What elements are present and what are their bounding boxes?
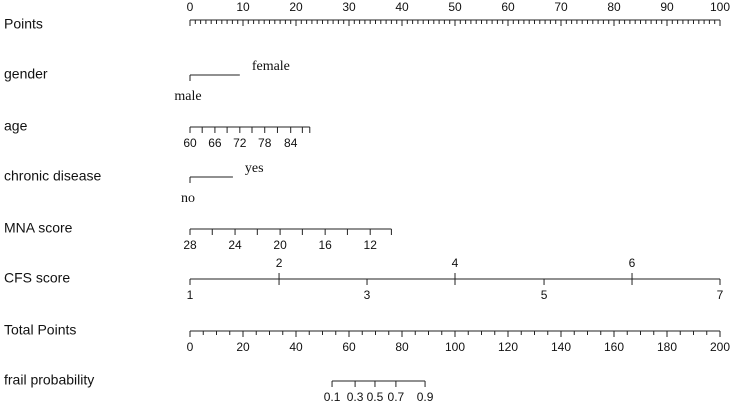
tick-label: 2 [276, 256, 283, 270]
tick-label: 120 [498, 340, 518, 354]
tick-label: 40 [395, 0, 409, 14]
row-label: Points [4, 16, 43, 32]
tick-label: 0.5 [367, 390, 384, 404]
tick-label: 40 [289, 340, 303, 354]
tick-label: 20 [236, 340, 250, 354]
tick-label: 30 [342, 0, 356, 14]
tick-label: 24 [228, 238, 242, 252]
tick-label: 4 [452, 256, 459, 270]
tick-label: 84 [284, 136, 298, 150]
tick-label: 100 [710, 0, 730, 14]
level-label: yes [245, 161, 264, 176]
level-label: no [181, 191, 195, 206]
tick-label: 66 [208, 136, 222, 150]
tick-label: 72 [233, 136, 247, 150]
tick-label: 60 [183, 136, 197, 150]
tick-label: 5 [541, 288, 548, 302]
tick-label: 160 [604, 340, 624, 354]
tick-label: 6 [629, 256, 636, 270]
tick-label: 1 [187, 288, 194, 302]
tick-label: 0.1 [324, 390, 341, 404]
tick-label: 10 [236, 0, 250, 14]
tick-label: 16 [318, 238, 332, 252]
tick-label: 70 [554, 0, 568, 14]
tick-label: 100 [445, 340, 465, 354]
row-label: Total Points [4, 322, 76, 338]
tick-label: 0 [187, 0, 194, 14]
tick-label: 60 [501, 0, 515, 14]
tick-label: 12 [364, 238, 378, 252]
tick-label: 180 [657, 340, 677, 354]
tick-label: 20 [289, 0, 303, 14]
tick-label: 80 [607, 0, 621, 14]
tick-label: 50 [448, 0, 462, 14]
tick-label: 20 [273, 238, 287, 252]
tick-label: 78 [258, 136, 272, 150]
tick-label: 60 [342, 340, 356, 354]
row-label: gender [4, 66, 48, 82]
tick-label: 90 [660, 0, 674, 14]
row-label: CFS score [4, 270, 70, 286]
row-label: chronic disease [4, 168, 101, 184]
tick-label: 0 [187, 340, 194, 354]
tick-label: 0.7 [388, 390, 405, 404]
tick-label: 200 [710, 340, 730, 354]
tick-label: 0.9 [417, 390, 434, 404]
row-label: age [4, 118, 28, 134]
tick-label: 28 [183, 238, 197, 252]
level-label: female [252, 59, 290, 74]
tick-label: 140 [551, 340, 571, 354]
row-label: MNA score [4, 220, 73, 236]
tick-label: 3 [364, 288, 371, 302]
level-label: male [174, 89, 201, 104]
tick-label: 0.3 [347, 390, 364, 404]
row-label: frail probability [4, 372, 94, 388]
tick-label: 7 [717, 288, 724, 302]
tick-label: 80 [395, 340, 409, 354]
